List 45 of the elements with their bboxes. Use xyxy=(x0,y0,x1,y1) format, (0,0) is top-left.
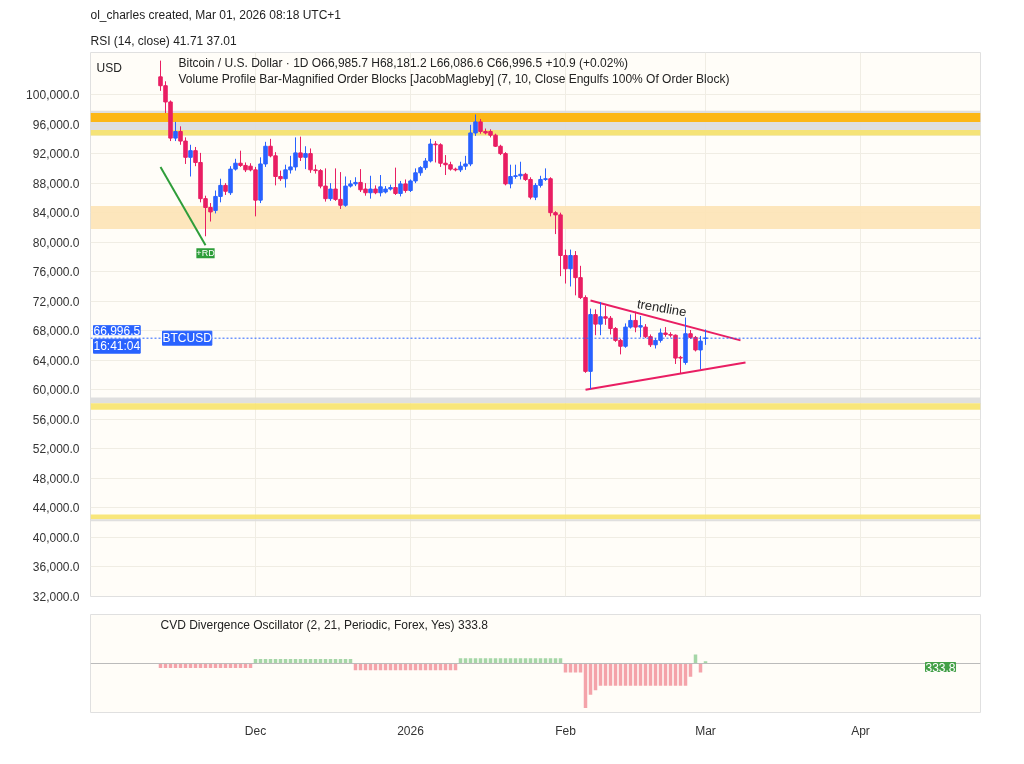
x-tick-label: 2026 xyxy=(397,723,425,738)
x-tick-label: Feb xyxy=(555,723,577,738)
y-tick-label: 64,000.0 xyxy=(32,353,80,368)
ref-line-label: BTCUSD xyxy=(162,331,213,346)
candlestick xyxy=(593,308,598,336)
annotation: trendline xyxy=(635,296,688,320)
y-tick-label: 56,000.0 xyxy=(32,412,80,427)
candlestick xyxy=(303,145,308,170)
y-tick-label: 72,000.0 xyxy=(32,294,80,309)
annotation: 16:41:04 xyxy=(93,339,141,354)
y-axis-title: USD xyxy=(96,60,123,75)
candlestick xyxy=(598,301,603,336)
y-tick-label: 80,000.0 xyxy=(32,235,80,250)
y-tick-label: 60,000.0 xyxy=(32,383,80,398)
x-tick-label: Mar xyxy=(695,723,716,738)
candlestick xyxy=(298,136,303,162)
annotation: 66,996.5 xyxy=(93,323,141,338)
y-tick-label: 84,000.0 xyxy=(32,206,80,221)
chart-title: Bitcoin / U.S. Dollar · 1D O66,985.7 H68,181.2 L66,086.6 C66,996.5 +10.9 (+0.02%) xyxy=(178,55,629,70)
y-tick-label: 52,000.0 xyxy=(32,442,80,457)
candlestick xyxy=(188,144,193,178)
y-tick-label: 100,000.0 xyxy=(26,88,80,103)
text: Volume Profile Bar-Magnified Order Blocks [JacobMagleby] (7, 10, Close Engulfs 100% Of Order Block) xyxy=(178,71,730,86)
candlestick xyxy=(173,121,178,142)
candlestick xyxy=(368,175,373,200)
text: RSI (14, close) 41.71 37.01 xyxy=(90,33,237,48)
candlestick xyxy=(568,249,573,287)
y-tick-label: 68,000.0 xyxy=(32,324,80,339)
y-tick-label: 92,000.0 xyxy=(32,147,80,162)
y-tick-label: 76,000.0 xyxy=(32,265,80,280)
text: ol_charles created, Mar 01, 2026 08:18 UTC+1 xyxy=(90,7,342,22)
y-tick-label: 36,000.0 xyxy=(32,560,80,575)
candlestick xyxy=(633,311,638,333)
y-tick-label: 40,000.0 xyxy=(32,530,80,545)
y-tick-label: 96,000.0 xyxy=(32,117,80,132)
annotation: +RD xyxy=(196,248,216,259)
y-tick-label: 32,000.0 xyxy=(32,590,80,604)
y-tick-label: 88,000.0 xyxy=(32,176,80,191)
candlestick xyxy=(393,167,398,196)
y-tick-label: 48,000.0 xyxy=(32,471,80,486)
x-tick-label: Dec xyxy=(244,723,267,738)
chart-title: CVD Divergence Oscillator (2, 21, Periodic, Forex, Yes) 333.8 xyxy=(160,617,489,632)
y-tick-label: 44,000.0 xyxy=(32,501,80,516)
annotation: 333.8 xyxy=(925,660,956,675)
x-tick-label: Apr xyxy=(851,723,870,738)
